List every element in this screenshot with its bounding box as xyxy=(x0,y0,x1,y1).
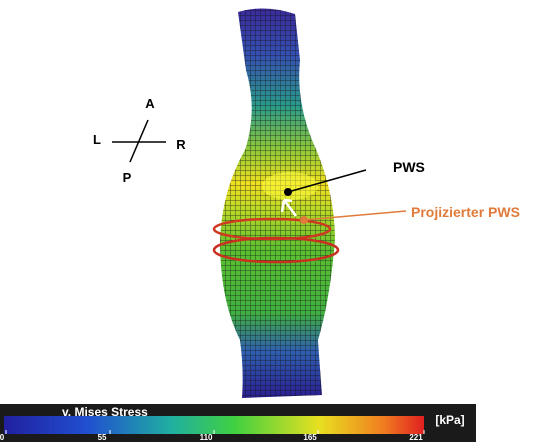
projected-pws-point xyxy=(300,216,308,224)
orientation-cross: A L R P xyxy=(93,96,186,185)
label-a: A xyxy=(145,96,155,111)
vessel-mesh xyxy=(200,0,350,410)
colorbar-tick-label: 221 xyxy=(409,433,423,442)
vessel-model xyxy=(200,0,350,410)
label-p: P xyxy=(123,170,132,185)
pws-point xyxy=(284,188,292,196)
axis-line xyxy=(130,120,148,162)
colorbar-title: v. Mises Stress xyxy=(62,405,148,419)
page: {"orientation": {"anterior": "A", "left"… xyxy=(0,0,558,448)
colorbar-tick-label: 110 xyxy=(200,433,213,442)
figure: A L R P PWS Projizierter PWS v. Mises St… xyxy=(0,0,558,448)
projected-pws-label: Projizierter PWS xyxy=(411,204,520,220)
label-r: R xyxy=(176,137,186,152)
colorbar-tick-label: 165 xyxy=(303,433,317,442)
label-l: L xyxy=(93,132,101,147)
pws-label: PWS xyxy=(393,159,425,175)
colorbar-unit: [kPa] xyxy=(435,413,464,427)
colorbar-tick-label: 55 xyxy=(98,433,107,442)
colorbar: v. Mises Stress [kPa] 0 55 110 165 221 xyxy=(0,404,476,442)
colorbar-tick-label: 0 xyxy=(0,433,5,442)
